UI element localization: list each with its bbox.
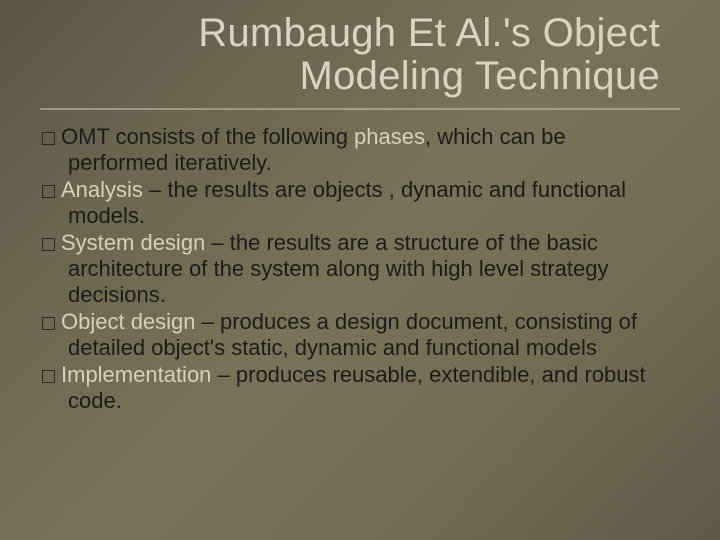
checkbox-icon — [42, 185, 55, 198]
bullet-keyword: System design — [61, 230, 205, 255]
title-divider — [40, 108, 680, 110]
bullet-keyword: phases — [354, 124, 425, 149]
list-item: System design – the results are a struct… — [42, 230, 670, 308]
checkbox-icon — [42, 317, 55, 330]
title-line-2: Modeling Technique — [40, 55, 660, 98]
slide-title: Rumbaugh Et Al.'s Object Modeling Techni… — [40, 8, 680, 98]
bullet-post: – the results are objects , dynamic and … — [68, 177, 626, 228]
bullet-pre: OMT consists of the following — [61, 124, 354, 149]
bullet-keyword: Object design — [61, 309, 196, 334]
list-item: OMT consists of the following phases, wh… — [42, 124, 670, 176]
list-item: Object design – produces a design docume… — [42, 309, 670, 361]
slide: Rumbaugh Et Al.'s Object Modeling Techni… — [0, 0, 720, 540]
slide-body: OMT consists of the following phases, wh… — [40, 124, 680, 413]
checkbox-icon — [42, 132, 55, 145]
list-item: Implementation – produces reusable, exte… — [42, 362, 670, 414]
list-item: Analysis – the results are objects , dyn… — [42, 177, 670, 229]
bullet-keyword: Implementation — [61, 362, 211, 387]
checkbox-icon — [42, 370, 55, 383]
title-line-1: Rumbaugh Et Al.'s Object — [40, 12, 660, 55]
checkbox-icon — [42, 238, 55, 251]
bullet-keyword: Analysis — [61, 177, 143, 202]
